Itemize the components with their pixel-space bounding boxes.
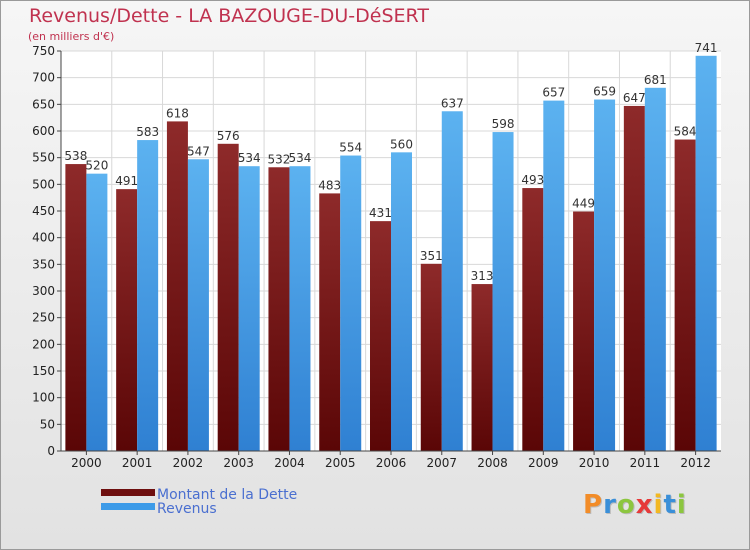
data-label-dette: 647 <box>623 91 646 105</box>
logo-letter: i <box>653 490 664 520</box>
x-tick-label: 2000 <box>71 456 102 470</box>
y-tick-label: 600 <box>32 124 55 138</box>
data-label-revenus: 598 <box>492 117 515 131</box>
logo-letter: t <box>663 490 677 520</box>
x-tick-label: 2011 <box>630 456 661 470</box>
bar-revenus <box>238 166 260 451</box>
y-tick-label: 300 <box>32 284 55 298</box>
data-label-revenus: 637 <box>441 96 464 110</box>
y-tick-label: 550 <box>32 151 55 165</box>
bar-revenus <box>187 159 209 451</box>
proxiti-logo: Proxiti <box>583 490 687 520</box>
data-label-dette: 538 <box>64 149 87 163</box>
data-label-revenus: 659 <box>593 85 616 99</box>
y-tick-label: 350 <box>32 257 55 271</box>
data-label-dette: 584 <box>674 125 697 139</box>
bar-revenus <box>137 140 159 452</box>
chart-title: Revenus/Dette - LA BAZOUGE-DU-DéSERT <box>29 5 429 27</box>
bar-dette <box>471 284 493 451</box>
data-label-revenus: 741 <box>695 41 718 55</box>
data-label-revenus: 534 <box>238 151 261 165</box>
x-tick-label: 2009 <box>528 456 559 470</box>
bar-revenus <box>391 152 412 452</box>
x-tick-label: 2006 <box>376 456 407 470</box>
bar-dette <box>116 189 138 451</box>
bar-dette <box>522 188 544 452</box>
chart-subtitle: (en milliers d'€) <box>28 30 115 43</box>
y-tick-label: 100 <box>32 391 55 405</box>
bar-dette <box>674 139 696 452</box>
legend-swatch-dette <box>101 489 155 496</box>
bar-dette <box>573 211 595 451</box>
data-label-dette: 576 <box>217 129 240 143</box>
bar-revenus <box>695 55 717 452</box>
data-label-dette: 493 <box>521 173 544 187</box>
bar-revenus <box>340 155 362 452</box>
x-tick-label: 2003 <box>223 456 254 470</box>
logo-letter: r <box>603 490 617 520</box>
y-tick-label: 400 <box>32 231 55 245</box>
y-tick-label: 0 <box>47 444 55 458</box>
y-tick-label: 50 <box>40 417 55 431</box>
bar-dette <box>623 105 645 451</box>
x-tick-label: 2001 <box>122 456 153 470</box>
data-label-dette: 431 <box>369 206 392 220</box>
y-tick-label: 750 <box>32 44 55 58</box>
data-label-revenus: 547 <box>187 144 210 158</box>
bar-dette <box>166 121 188 452</box>
bar-revenus <box>441 111 463 452</box>
bar-revenus <box>289 166 311 451</box>
data-label-revenus: 534 <box>289 151 312 165</box>
legend-label-dette: Montant de la Dette <box>157 487 298 503</box>
y-tick-label: 200 <box>32 337 55 351</box>
data-label-dette: 351 <box>420 249 443 263</box>
y-tick-label: 450 <box>32 204 55 218</box>
bar-dette <box>65 164 87 452</box>
y-tick-label: 500 <box>32 177 55 191</box>
bar-revenus <box>492 132 514 452</box>
x-tick-label: 2005 <box>325 456 356 470</box>
data-label-dette: 313 <box>471 269 494 283</box>
x-tick-label: 2002 <box>173 456 204 470</box>
bar-revenus <box>644 87 666 452</box>
bar-dette <box>319 193 341 451</box>
data-label-dette: 483 <box>318 178 341 192</box>
data-label-revenus: 520 <box>85 159 108 173</box>
logo-letter: P <box>583 490 604 520</box>
x-tick-label: 2012 <box>680 456 711 470</box>
x-tick-label: 2010 <box>579 456 610 470</box>
y-tick-label: 700 <box>32 71 55 85</box>
x-tick-label: 2004 <box>274 456 305 470</box>
logo-letter: o <box>616 490 636 520</box>
y-tick-label: 150 <box>32 364 55 378</box>
data-label-dette: 491 <box>115 174 138 188</box>
data-label-dette: 449 <box>572 197 595 211</box>
bar-dette <box>268 167 290 451</box>
data-label-dette: 618 <box>166 106 189 120</box>
y-tick-label: 250 <box>32 311 55 325</box>
bar-revenus <box>594 99 616 452</box>
bar-revenus <box>86 173 108 451</box>
data-label-dette: 532 <box>268 152 291 166</box>
bar-dette <box>420 263 442 451</box>
data-label-revenus: 657 <box>542 86 565 100</box>
x-tick-label: 2007 <box>426 456 457 470</box>
logo-letter: x <box>635 490 654 520</box>
legend-label-revenus: Revenus <box>157 501 217 517</box>
data-label-revenus: 554 <box>339 141 362 155</box>
data-label-revenus: 560 <box>390 137 413 151</box>
data-label-revenus: 681 <box>644 73 667 87</box>
bar-dette <box>217 143 239 452</box>
legend-swatch-revenus <box>101 503 155 510</box>
logo-letter: i <box>676 490 687 520</box>
bar-dette <box>370 221 391 451</box>
data-label-revenus: 583 <box>136 125 159 139</box>
y-tick-label: 650 <box>32 97 55 111</box>
bar-revenus <box>543 100 565 451</box>
x-tick-label: 2008 <box>477 456 508 470</box>
